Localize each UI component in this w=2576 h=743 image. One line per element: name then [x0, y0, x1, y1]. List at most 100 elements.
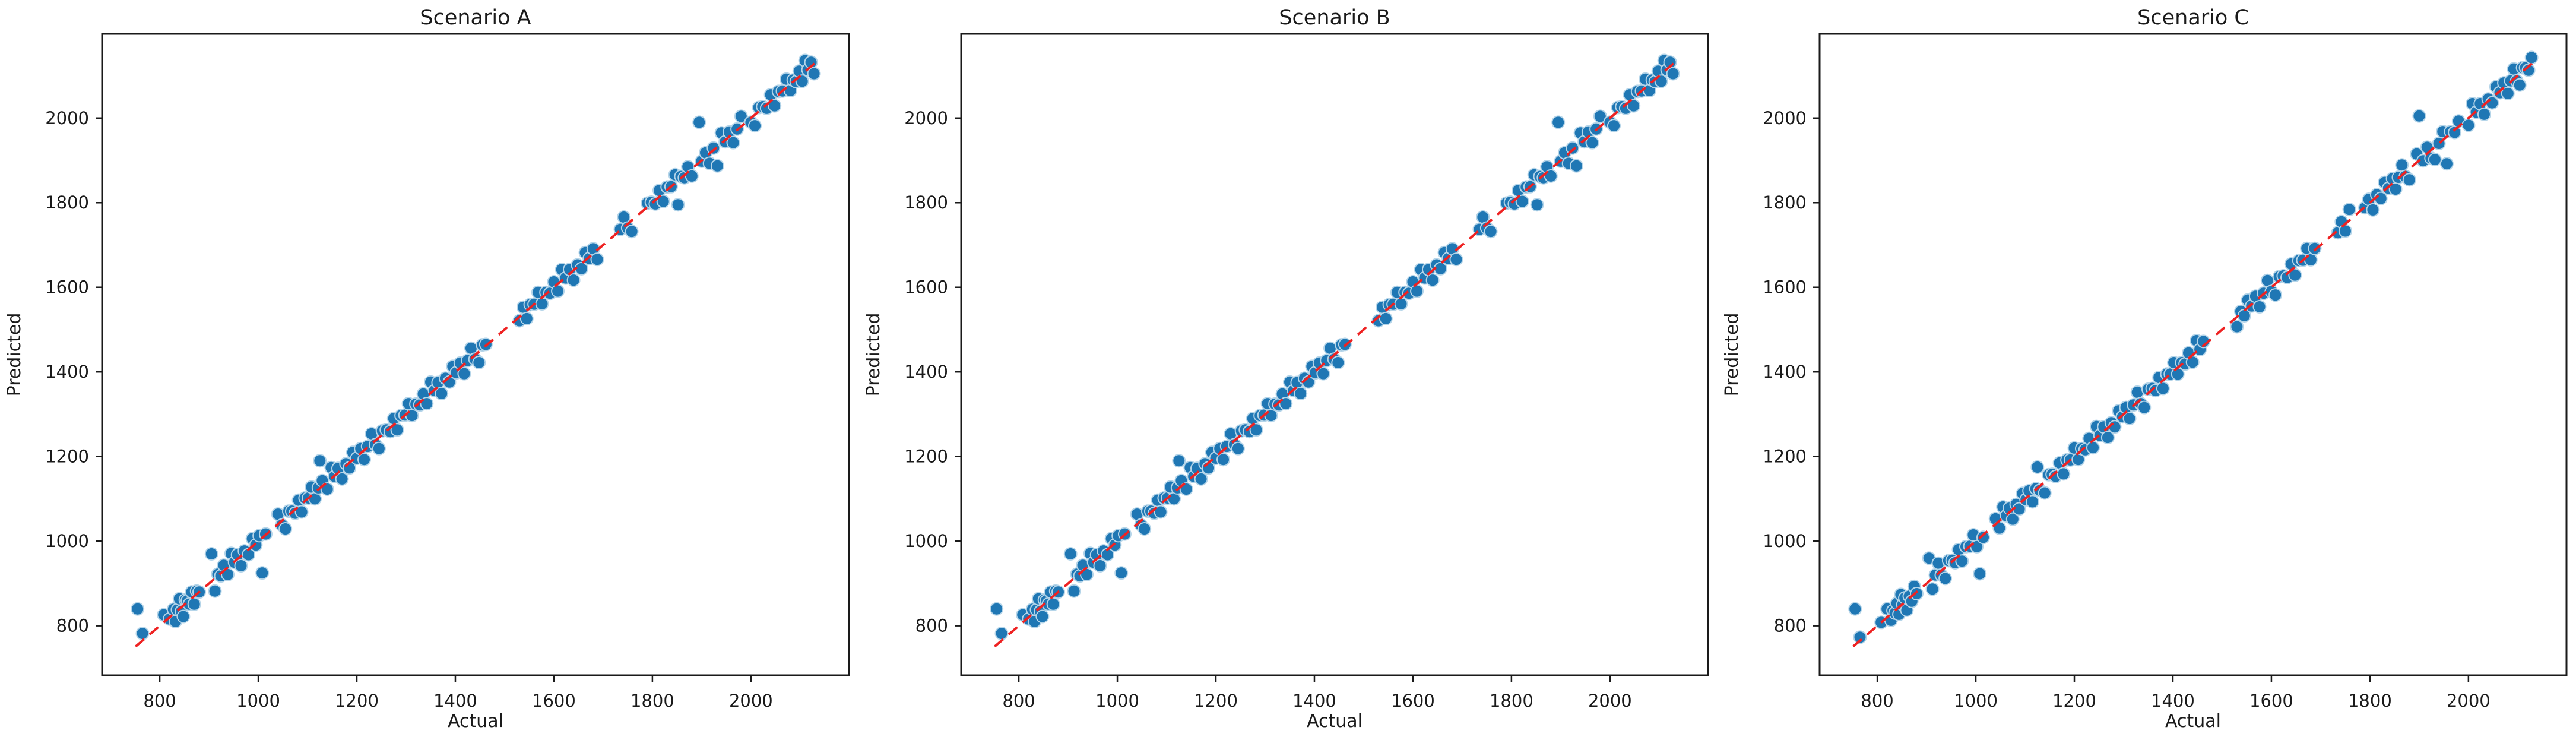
y-tick-label: 1800 — [45, 192, 89, 213]
data-point — [2366, 203, 2380, 217]
x-tick-label: 1000 — [236, 691, 280, 711]
data-point — [255, 566, 270, 580]
data-point — [1593, 109, 1607, 124]
data-point — [1194, 472, 1208, 486]
x-tick-label: 2000 — [2447, 691, 2491, 711]
y-tick-label: 1000 — [904, 531, 948, 551]
data-point — [457, 366, 471, 381]
axis-layer: 800 1000 1200 1400 1600 1800 2000 800 1000 1200 14… — [904, 108, 1632, 711]
data-point — [1154, 505, 1168, 519]
data-point — [706, 141, 721, 155]
data-point — [748, 119, 762, 133]
scenario-a-panel: 800 1000 1200 1400 1600 1800 2000 800 1000 1200 14… — [0, 0, 858, 743]
y-tick-label: 1600 — [904, 277, 948, 298]
data-point — [176, 609, 191, 624]
data-point — [2005, 512, 2020, 526]
data-point — [768, 99, 782, 113]
data-point — [535, 297, 549, 311]
axis-layer: 800 1000 1200 1400 1600 1800 2000 800 1000 1200 14… — [1763, 108, 2491, 711]
data-point — [1955, 554, 1969, 568]
data-point — [234, 559, 248, 573]
data-point — [2342, 203, 2356, 217]
chart-title: Scenario B — [1279, 6, 1390, 30]
x-tick-label: 1600 — [532, 691, 576, 711]
y-tick-label: 1200 — [904, 447, 948, 467]
data-point — [335, 472, 349, 486]
data-point — [1566, 141, 1580, 155]
scenario-c-panel: 800 1000 1200 1400 1600 1800 2000 800 1000 1200 14… — [1718, 0, 2576, 743]
data-point — [1316, 366, 1330, 381]
x-tick-label: 800 — [1861, 691, 1893, 711]
data-point — [2288, 268, 2302, 282]
data-point — [313, 454, 327, 468]
y-axis-label: Predicted — [863, 313, 884, 397]
data-point — [1484, 225, 1498, 239]
data-point — [1331, 356, 1345, 369]
data-point — [2122, 412, 2137, 426]
data-point — [807, 67, 821, 81]
y-tick-label: 2000 — [904, 108, 948, 128]
data-point — [671, 198, 685, 212]
data-point — [990, 602, 1004, 616]
x-axis-label: Actual — [1307, 711, 1363, 732]
y-tick-label: 1600 — [1763, 277, 1807, 298]
data-point — [710, 159, 724, 173]
data-point — [2268, 288, 2283, 302]
data-point — [1910, 587, 1924, 600]
y-tick-label: 1200 — [1763, 447, 1807, 467]
data-point — [1216, 453, 1230, 467]
x-tick-label: 1400 — [433, 691, 477, 711]
data-point — [131, 602, 145, 616]
data-point — [2477, 107, 2491, 121]
data-point — [2395, 158, 2409, 172]
data-point — [1114, 566, 1129, 580]
data-point — [1569, 159, 1583, 173]
data-point — [1627, 99, 1641, 113]
plot-border — [1818, 33, 2568, 676]
y-tick-label: 1400 — [1763, 362, 1807, 382]
data-point — [1449, 252, 1463, 267]
x-tick-label: 1200 — [335, 691, 379, 711]
data-point — [1035, 609, 1050, 624]
data-point — [656, 194, 670, 208]
y-tick-label: 800 — [56, 616, 89, 636]
data-point — [2501, 86, 2515, 100]
x-tick-label: 1400 — [2151, 691, 2195, 711]
data-point — [1172, 454, 1186, 468]
scenario-b-panel: 800 1000 1200 1400 1600 1800 2000 800 1000 1200 14… — [859, 0, 1718, 743]
data-point — [1093, 559, 1107, 573]
data-point — [1515, 194, 1529, 208]
x-tick-label: 1200 — [1194, 691, 1238, 711]
x-tick-label: 2000 — [729, 691, 773, 711]
data-point — [2156, 381, 2170, 396]
data-point — [692, 115, 706, 129]
data-point — [1666, 67, 1680, 81]
plot-border — [101, 33, 850, 676]
data-point — [2308, 241, 2322, 255]
data-point — [390, 423, 404, 437]
identity-line — [135, 61, 816, 648]
data-point — [1046, 597, 1060, 611]
x-tick-label: 1400 — [1292, 691, 1336, 711]
data-point — [2026, 495, 2039, 509]
chart-title: Scenario A — [420, 6, 531, 30]
data-point — [294, 505, 309, 519]
data-point — [187, 597, 201, 611]
data-point — [566, 273, 581, 287]
data-point — [1976, 530, 1990, 545]
y-axis-label: Predicted — [1722, 313, 1742, 397]
y-tick-label: 1200 — [45, 447, 89, 467]
data-point — [2057, 467, 2071, 481]
data-point — [2402, 173, 2416, 187]
scenario-c-chart: 800 1000 1200 1400 1600 1800 2000 800 1000 1200 14… — [1722, 6, 2568, 732]
data-point — [135, 627, 150, 640]
data-point — [1853, 630, 1867, 644]
data-point — [2100, 431, 2115, 445]
data-point — [357, 453, 371, 467]
plot-layer — [131, 53, 821, 648]
data-point — [1063, 547, 1078, 561]
x-tick-label: 1200 — [2052, 691, 2096, 711]
data-point — [2412, 109, 2426, 123]
data-point — [590, 252, 604, 267]
plot-border — [960, 33, 1709, 676]
